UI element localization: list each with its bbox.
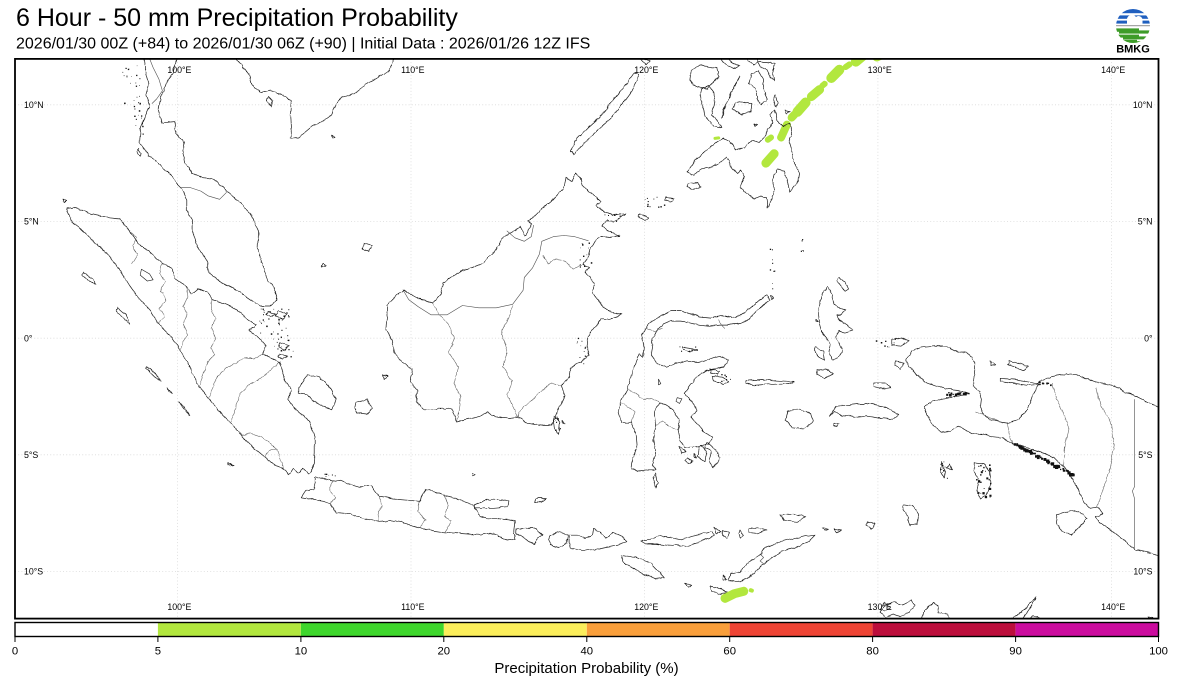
svg-text:110°E: 110°E — [401, 602, 425, 612]
svg-text:40: 40 — [581, 646, 594, 658]
svg-text:140°E: 140°E — [1101, 602, 1125, 612]
svg-text:10: 10 — [295, 646, 308, 658]
svg-text:110°E: 110°E — [401, 65, 425, 75]
svg-text:140°E: 140°E — [1101, 65, 1125, 75]
svg-text:10°S: 10°S — [1133, 567, 1152, 577]
svg-text:Precipitation Probability (%): Precipitation Probability (%) — [494, 660, 678, 677]
svg-text:60: 60 — [723, 646, 736, 658]
svg-text:5°S: 5°S — [1138, 450, 1152, 460]
svg-text:120°E: 120°E — [634, 602, 658, 612]
svg-text:5°N: 5°N — [24, 217, 39, 227]
svg-text:120°E: 120°E — [634, 65, 658, 75]
svg-text:100: 100 — [1149, 646, 1168, 658]
svg-text:90: 90 — [1009, 646, 1022, 658]
svg-text:100°E: 100°E — [167, 65, 191, 75]
svg-text:10°N: 10°N — [1133, 100, 1153, 110]
svg-text:80: 80 — [866, 646, 879, 658]
svg-text:10°S: 10°S — [24, 567, 43, 577]
svg-text:0°: 0° — [1144, 333, 1152, 343]
svg-text:100°E: 100°E — [167, 602, 191, 612]
svg-text:2026/01/30 00Z (+84) to 2026/0: 2026/01/30 00Z (+84) to 2026/01/30 06Z (… — [16, 36, 590, 53]
svg-text:5°N: 5°N — [1138, 217, 1153, 227]
svg-text:5: 5 — [155, 646, 161, 658]
svg-text:130°E: 130°E — [868, 65, 892, 75]
svg-text:0: 0 — [12, 646, 18, 658]
svg-text:0°: 0° — [24, 333, 32, 343]
svg-text:20: 20 — [438, 646, 451, 658]
svg-text:BMKG: BMKG — [1116, 44, 1150, 56]
svg-text:6 Hour - 50 mm Precipitation P: 6 Hour - 50 mm Precipitation Probability — [16, 4, 458, 32]
svg-text:5°S: 5°S — [24, 450, 38, 460]
svg-text:10°N: 10°N — [24, 100, 44, 110]
svg-text:130°E: 130°E — [868, 602, 892, 612]
